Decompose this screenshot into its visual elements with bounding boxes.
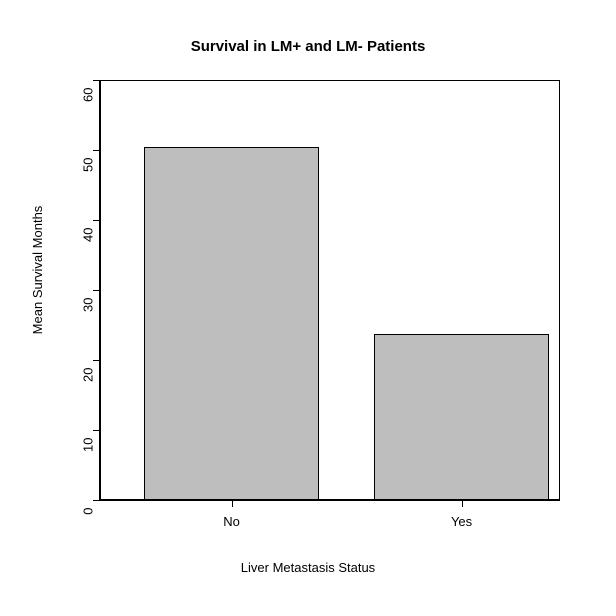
y-tick-label: 0 [81, 508, 96, 548]
category-label: Yes [422, 514, 502, 529]
y-tick [93, 290, 100, 291]
x-tick [462, 500, 463, 507]
bar [144, 147, 319, 501]
x-axis-line [100, 500, 560, 501]
y-tick-label: 10 [81, 438, 96, 478]
y-tick-label: 30 [81, 298, 96, 338]
y-tick-label: 50 [81, 158, 96, 198]
plot-area: 0102030405060NoYes [100, 80, 560, 500]
x-axis-label: Liver Metastasis Status [0, 560, 616, 575]
y-tick [93, 360, 100, 361]
x-tick [232, 500, 233, 507]
y-tick [93, 150, 100, 151]
y-tick [93, 430, 100, 431]
y-tick-label: 40 [81, 228, 96, 268]
y-tick [93, 80, 100, 81]
y-tick-label: 20 [81, 368, 96, 408]
y-axis-label: Mean Survival Months [30, 170, 45, 370]
y-tick [93, 220, 100, 221]
chart-title: Survival in LM+ and LM- Patients [0, 38, 616, 55]
y-tick [93, 500, 100, 501]
y-tick-label: 60 [81, 88, 96, 128]
category-label: No [192, 514, 272, 529]
chart-container: Survival in LM+ and LM- Patients Mean Su… [0, 0, 616, 616]
bar [374, 334, 549, 500]
